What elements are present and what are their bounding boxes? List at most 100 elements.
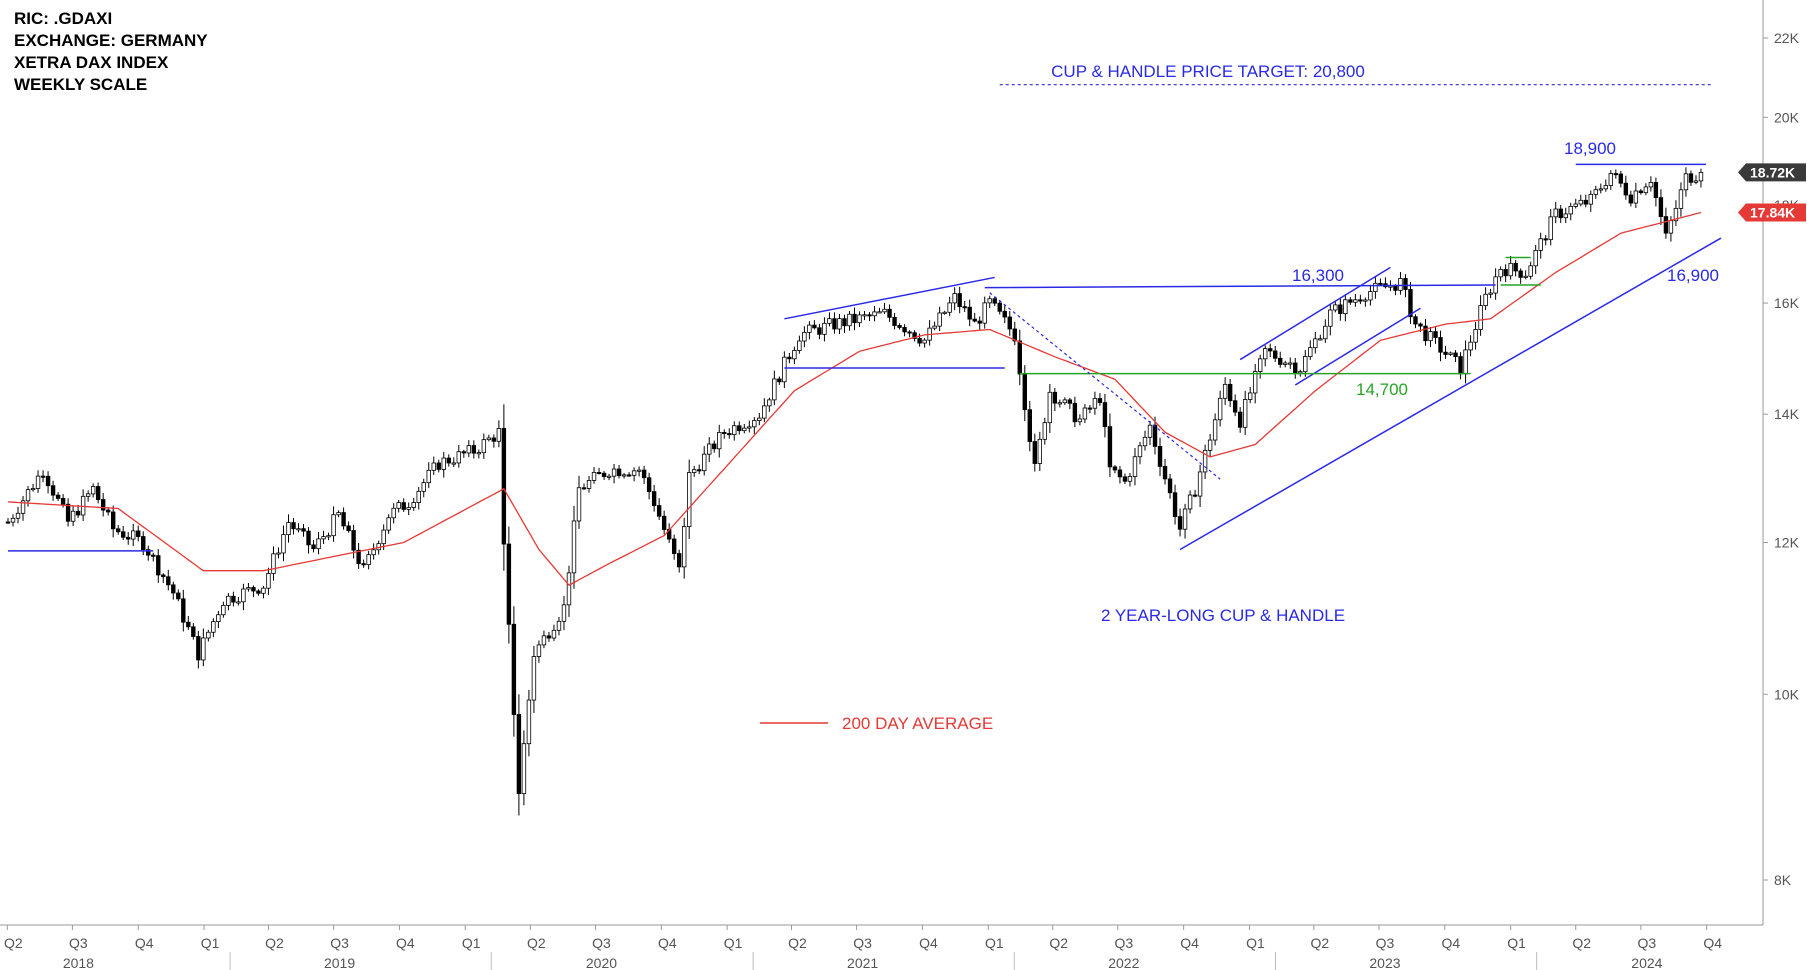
candle-body: [767, 399, 772, 407]
candle-body: [1012, 328, 1017, 342]
candle-body: [90, 486, 96, 495]
candle-body: [1463, 349, 1468, 375]
x-axis-ticks: Q2 Q3 Q4 Q1 Q2 Q3 Q4 Q1 Q2 Q3 Q4 Q1 Q2 Q3 Q4 Q1 Q2 Q3 Q4 Q1…: [4, 925, 1722, 970]
candle-body: [136, 530, 141, 537]
candle-body: [1533, 249, 1538, 267]
candle-body: [131, 530, 136, 540]
candle-body: [1062, 399, 1068, 404]
candle-body: [1298, 371, 1303, 374]
x-quarter-label: Q2: [265, 935, 284, 951]
candle-body: [1543, 238, 1548, 241]
price-label-ma: 17.84K: [1750, 204, 1795, 220]
candle-body: [221, 605, 226, 616]
candle-body: [1117, 469, 1123, 478]
candle-body: [226, 595, 231, 606]
candle-body: [506, 543, 512, 625]
candle-body: [156, 555, 161, 576]
x-quarter-label: Q2: [527, 935, 546, 951]
candle-body: [181, 598, 186, 623]
x-year-label: 2022: [1108, 955, 1139, 970]
candle-body: [55, 494, 61, 499]
candle-body: [25, 489, 31, 502]
candle-body: [676, 553, 682, 568]
candle-body: [311, 544, 316, 550]
candle-body: [1273, 350, 1278, 359]
candle-body: [191, 626, 196, 637]
candle-body: [70, 510, 76, 522]
candle-body: [1017, 340, 1022, 375]
x-quarter-label: Q2: [788, 935, 807, 951]
x-quarter-label: Q4: [135, 935, 154, 951]
candle-body: [546, 635, 552, 639]
candle-body: [161, 574, 166, 578]
x-quarter-label: Q2: [1311, 935, 1330, 951]
candle-body: [366, 554, 371, 566]
x-quarter-label: Q1: [201, 935, 220, 951]
candle-body: [521, 743, 527, 794]
candle-body: [867, 314, 872, 317]
annotations-layer: CUP & HANDLE PRICE TARGET: 20,800 2 YEAR…: [760, 62, 1719, 733]
overlay-lines-layer: [8, 84, 1722, 552]
candle-body: [1488, 292, 1493, 295]
candle-body: [1378, 282, 1383, 285]
candle-body: [692, 469, 697, 473]
candle-body: [651, 491, 657, 506]
y-tick-label: 20K: [1774, 109, 1800, 125]
candle-body: [621, 474, 627, 477]
candle-body: [1428, 331, 1433, 342]
x-quarter-label: Q3: [1114, 935, 1133, 951]
candle-body: [256, 590, 261, 594]
level-14700-label: 14,700: [1356, 380, 1408, 399]
candle-body: [812, 324, 817, 329]
candle-body: [231, 595, 236, 603]
candle-body: [421, 482, 426, 492]
candle-body: [511, 623, 517, 715]
candle-body: [126, 536, 131, 540]
candle-body: [712, 443, 717, 450]
candle-body: [1658, 197, 1664, 217]
candle-body: [1323, 325, 1328, 340]
candle-body: [681, 526, 687, 568]
candle-body: [661, 515, 667, 530]
price-labels-layer: 18.72K 17.84K: [1738, 163, 1806, 222]
candle-body: [30, 488, 36, 491]
candle-body: [797, 340, 802, 351]
trend-line-channel-lower-2023: [1294, 307, 1421, 386]
candle-body: [1182, 508, 1188, 530]
candle-body: [1558, 208, 1563, 219]
candle-body: [486, 437, 492, 441]
candle-body: [802, 331, 807, 342]
candle-body: [1147, 424, 1153, 438]
candle-body: [45, 475, 51, 487]
candle-body: [937, 312, 942, 327]
candle-body: [10, 517, 16, 523]
candle-body: [982, 302, 987, 324]
trend-line-rising-support: [1179, 237, 1722, 551]
candle-body: [606, 475, 612, 478]
candle-body: [1403, 278, 1408, 290]
candle-body: [967, 306, 972, 320]
candle-body: [842, 318, 847, 327]
x-quarter-label: Q3: [330, 935, 349, 951]
candle-body: [1648, 182, 1654, 188]
candle-body: [702, 453, 707, 472]
candle-body: [1293, 362, 1298, 374]
candle-body: [1408, 289, 1413, 318]
candle-body: [1373, 282, 1378, 292]
candle-body: [772, 378, 777, 401]
candle-body: [1443, 351, 1448, 355]
candle-body: [1483, 293, 1488, 307]
candle-body: [847, 313, 852, 327]
candle-body: [556, 620, 562, 631]
candle-body: [1037, 438, 1043, 464]
header-exchange: EXCHANGE: GERMANY: [14, 31, 208, 50]
y-tick-label: 22K: [1774, 30, 1800, 46]
candle-body: [962, 306, 967, 309]
trend-line-channel-upper-2023: [1239, 266, 1391, 361]
x-quarter-label: Q4: [1703, 935, 1722, 951]
candle-body: [85, 493, 91, 497]
candle-body: [431, 462, 436, 471]
x-quarter-label: Q2: [1049, 935, 1068, 951]
candle-body: [481, 439, 487, 454]
candle-body: [1212, 419, 1218, 441]
